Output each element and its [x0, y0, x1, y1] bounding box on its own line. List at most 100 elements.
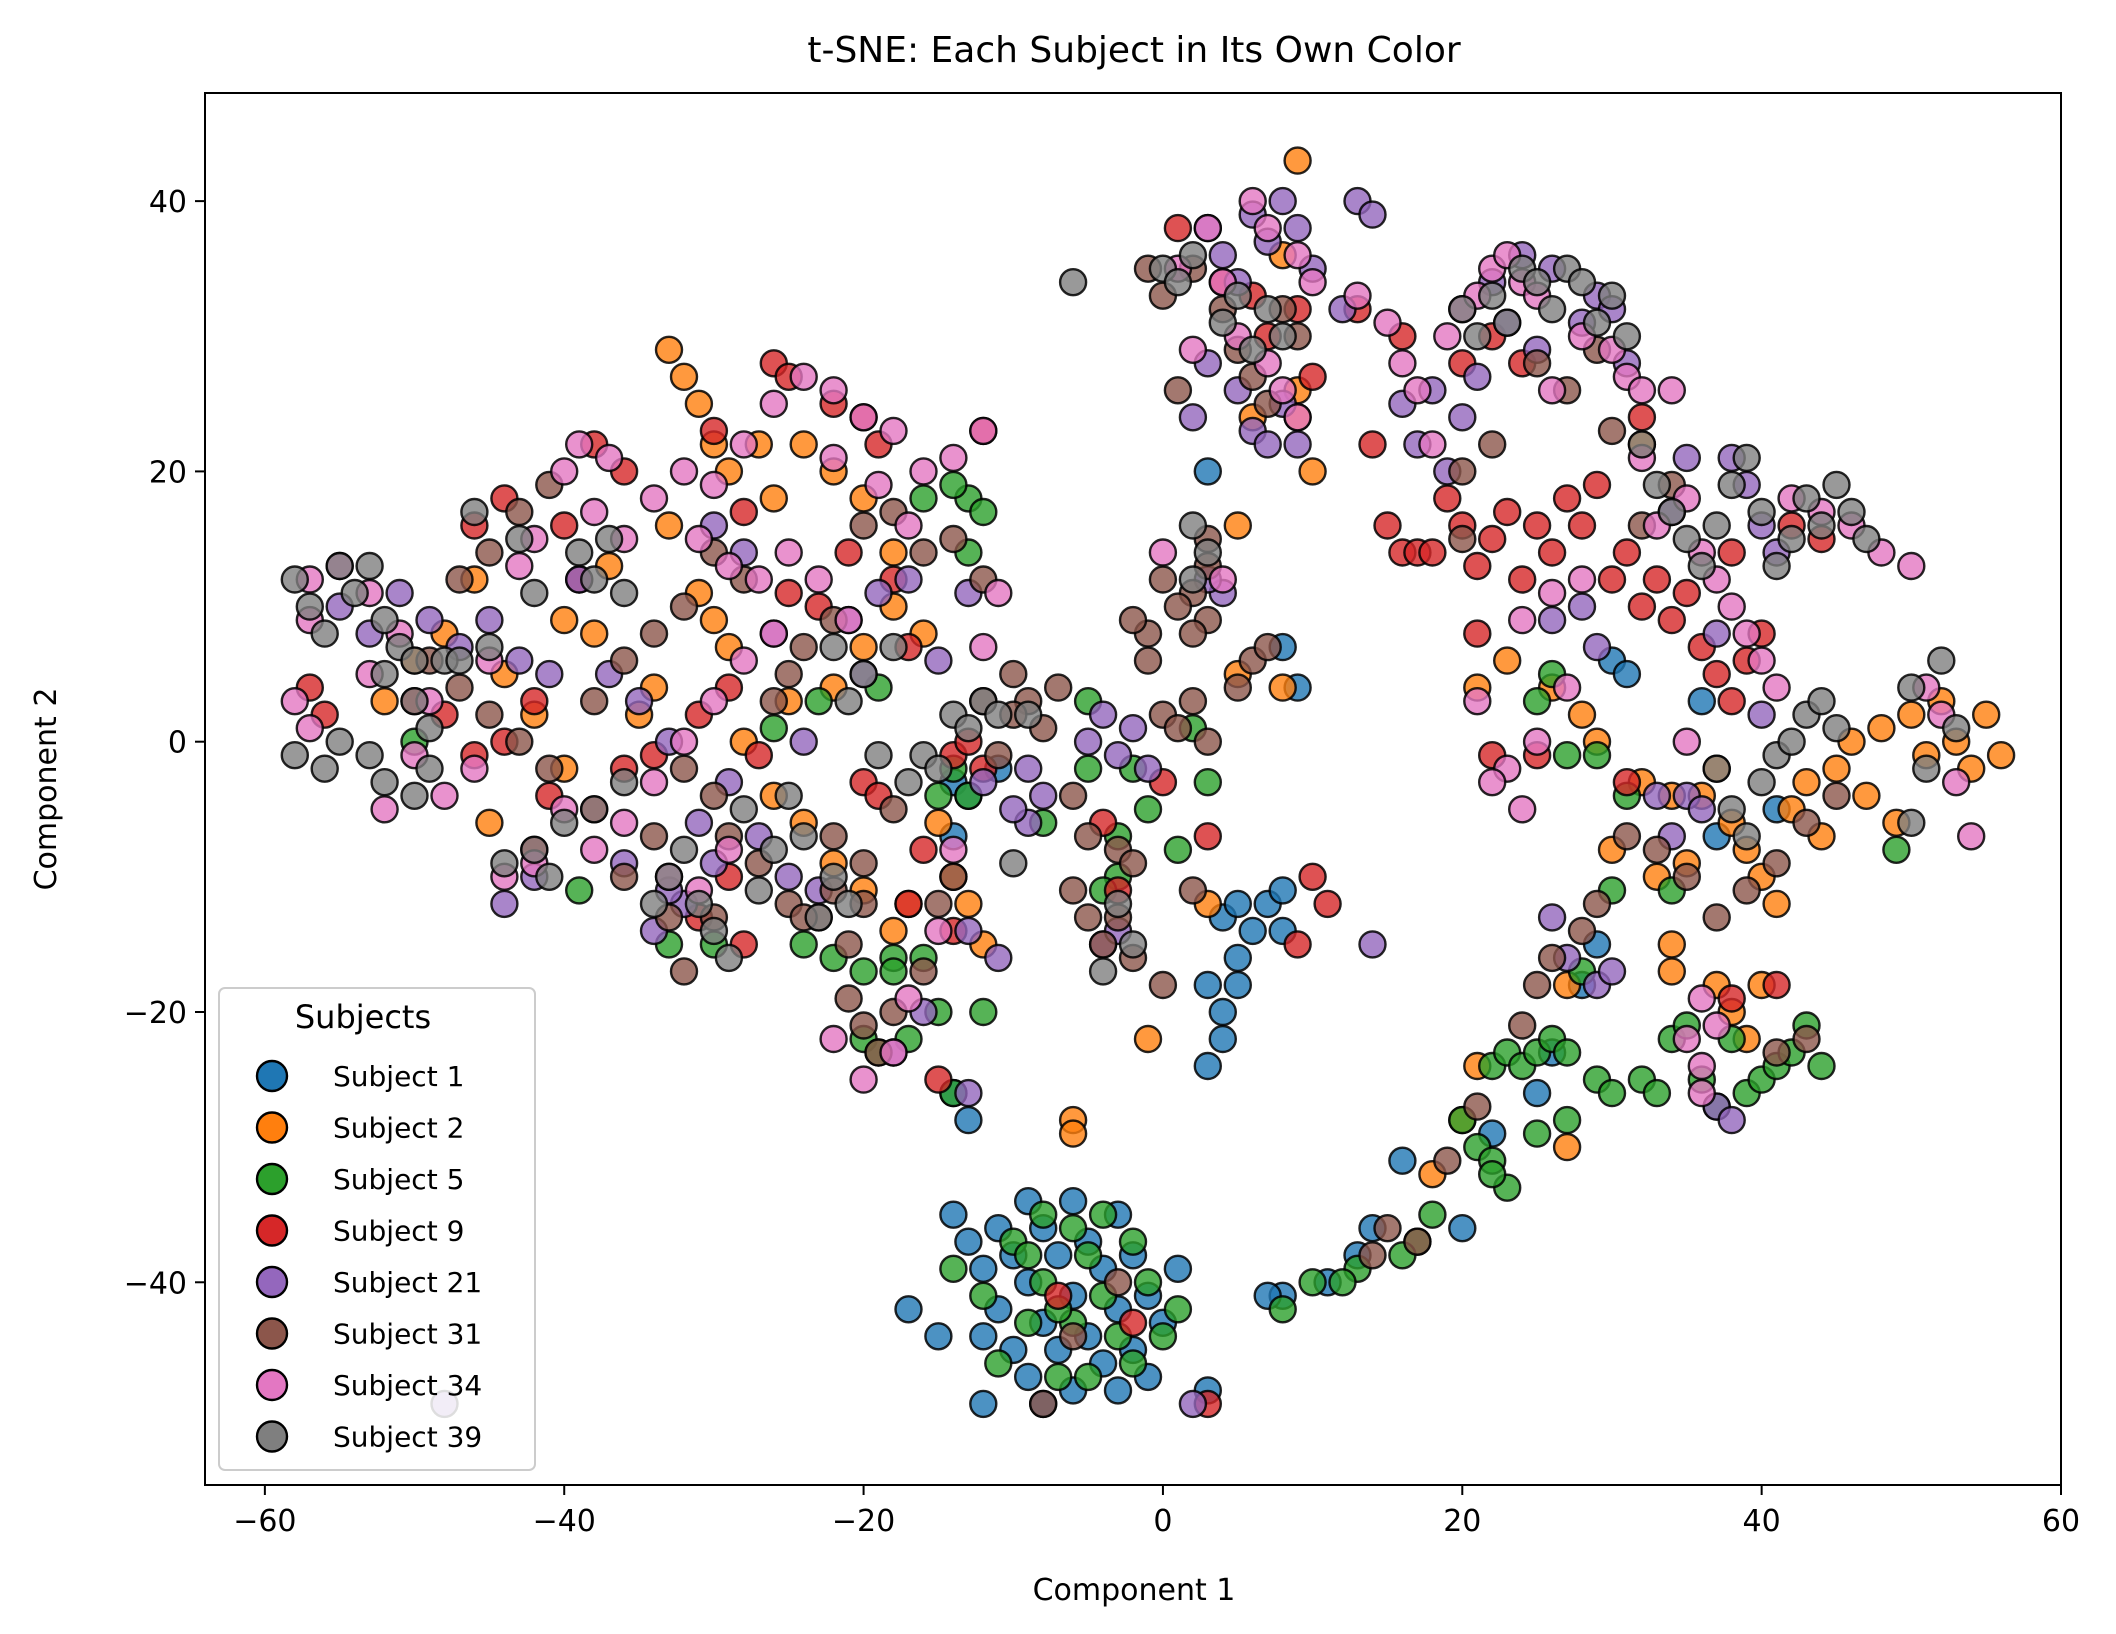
x-tick-label: 0 — [1153, 1504, 1172, 1539]
subject-39-point — [1058, 268, 1088, 297]
subject-39-point — [744, 876, 773, 905]
subject-39-point — [1253, 295, 1282, 324]
subject-39-point — [1477, 281, 1507, 310]
subject-2-point — [1867, 714, 1896, 743]
subject-5-point — [1552, 1038, 1582, 1067]
subject-21-point — [1268, 186, 1297, 216]
subject-1-point — [1612, 659, 1642, 689]
subject-9-point — [1433, 484, 1462, 513]
subject-1-point — [1193, 1051, 1223, 1081]
legend-label-subject-5: Subject 5 — [333, 1163, 464, 1196]
x-tick-label: 20 — [1443, 1504, 1481, 1539]
subject-39-point — [819, 632, 848, 662]
subject-39-point — [1747, 497, 1776, 527]
legend-box — [218, 987, 536, 1471]
subject-2-point — [550, 605, 579, 635]
subject-39-point — [594, 524, 624, 554]
subject-5-point — [1133, 795, 1163, 824]
subject-2-point — [789, 430, 818, 459]
subject-1-point — [1193, 457, 1223, 486]
subject-1-point — [969, 1322, 998, 1351]
subject-31-point — [789, 632, 818, 662]
subject-31-point — [1178, 619, 1208, 648]
subject-31-point — [505, 497, 534, 527]
legend-label-subject-1: Subject 1 — [333, 1060, 464, 1093]
subject-5-point — [1163, 835, 1193, 864]
subject-2-point — [1852, 781, 1881, 810]
subject-9-point — [1612, 768, 1642, 797]
subject-39-point — [699, 916, 729, 946]
subject-31-point — [475, 538, 504, 567]
legend-marker-subject-2 — [255, 1111, 289, 1144]
subject-31-point — [1103, 1268, 1133, 1297]
subject-31-point — [1373, 1213, 1402, 1243]
subject-39-point — [774, 781, 803, 810]
subject-5-point — [1582, 741, 1612, 770]
subject-39-point — [400, 781, 429, 810]
subject-31-point — [1762, 849, 1791, 878]
x-tick-label: −40 — [533, 1504, 596, 1539]
subject-9-point — [1298, 362, 1327, 391]
subject-21-point — [535, 659, 564, 689]
subject-39-point — [1837, 497, 1866, 527]
legend-marker-subject-9 — [255, 1214, 289, 1247]
subject-9-point — [1463, 619, 1492, 648]
subject-39-point — [1672, 524, 1702, 554]
subject-5-point — [1522, 687, 1552, 716]
subject-39-point — [1163, 268, 1193, 297]
subject-21-point — [1358, 930, 1387, 959]
subject-39-point — [280, 565, 309, 594]
subject-39-point — [1238, 335, 1267, 364]
subject-21-point — [684, 808, 714, 837]
subject-21-point — [1133, 754, 1163, 783]
subject-21-point — [1702, 619, 1731, 648]
subject-21-point — [415, 605, 444, 635]
subject-9-point — [1762, 970, 1791, 1000]
subject-39-point — [1627, 430, 1657, 459]
subject-31-point — [1522, 970, 1552, 1000]
subject-34-point — [1208, 565, 1238, 594]
subject-39-point — [1897, 673, 1926, 702]
subject-2-point — [1897, 700, 1926, 729]
subject-34-point — [819, 443, 848, 473]
subject-34-point — [1702, 1011, 1731, 1040]
subject-31-point — [924, 889, 953, 919]
subject-5-point — [1163, 1295, 1193, 1324]
subject-1-point — [1448, 1213, 1477, 1243]
subject-31-point — [909, 538, 938, 567]
subject-31-point — [1448, 457, 1477, 486]
subject-31-point — [1193, 727, 1223, 756]
subject-2-point — [654, 511, 684, 540]
subject-5-point — [1118, 1227, 1148, 1256]
subject-21-point — [1463, 362, 1492, 391]
subject-34-point — [924, 916, 953, 946]
subject-2-point — [849, 632, 878, 662]
subject-39-point — [1717, 795, 1746, 824]
legend-marker-subject-21 — [255, 1265, 289, 1299]
legend-label-subject-34: Subject 34 — [333, 1369, 482, 1402]
subject-1-point — [1193, 970, 1223, 1000]
subject-34-point — [879, 1038, 908, 1067]
subject-21-point — [1717, 1105, 1746, 1135]
subject-21-point — [1642, 781, 1672, 810]
subject-34-point — [819, 1024, 848, 1054]
subject-34-point — [669, 727, 699, 756]
subject-34-point — [984, 578, 1013, 608]
y-tick-label: 20 — [149, 455, 187, 490]
subject-31-point — [1118, 849, 1148, 878]
subject-9-point — [729, 497, 758, 527]
subject-31-point — [1178, 687, 1208, 716]
subject-1-point — [1238, 916, 1267, 946]
subject-9-point — [1358, 430, 1387, 459]
subject-9-point — [1537, 538, 1567, 567]
x-axis-label: Component 1 — [1033, 1573, 1236, 1608]
subject-39-point — [609, 768, 639, 797]
subject-39-point — [1492, 308, 1522, 337]
subject-2-point — [1657, 930, 1687, 959]
subject-39-point — [1852, 524, 1881, 554]
subject-31-point — [1073, 822, 1103, 851]
subject-34-point — [295, 714, 324, 743]
subject-34-point — [1897, 551, 1926, 581]
subject-31-point — [1163, 592, 1193, 621]
